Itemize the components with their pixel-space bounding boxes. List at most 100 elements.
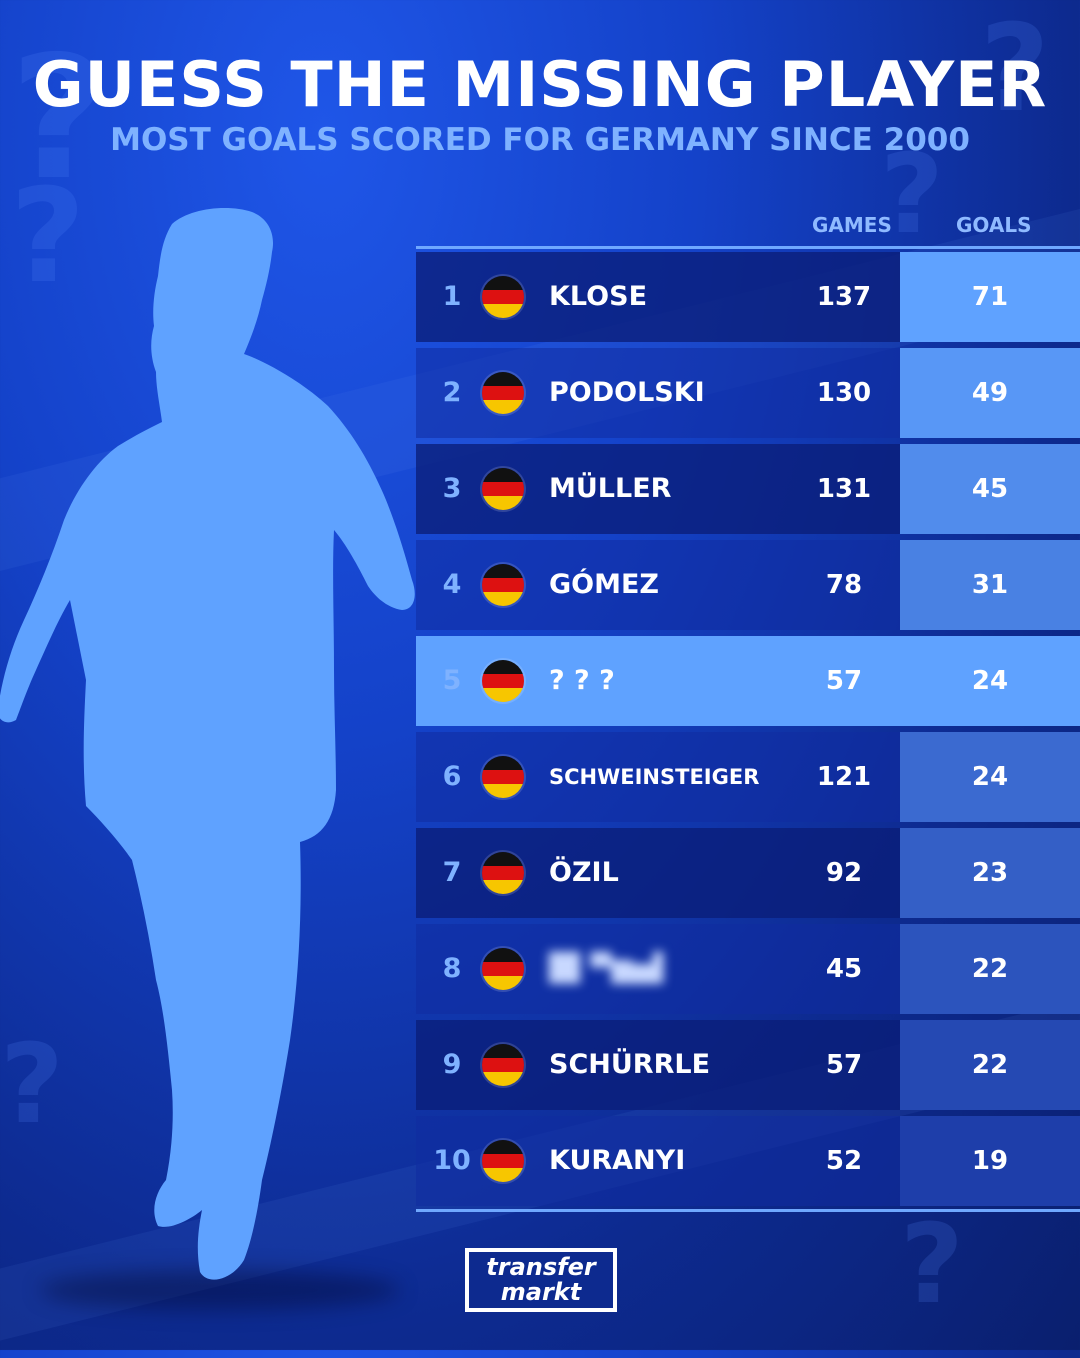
germany-flag-icon: [482, 276, 524, 318]
flag-stripe: [482, 564, 524, 579]
flag-stripe: [482, 1140, 524, 1155]
rank-number: 5: [442, 665, 462, 696]
logo-background: transfer markt: [469, 1252, 613, 1308]
table-bottom-divider: [416, 1209, 1080, 1212]
flag-stripe: [482, 496, 524, 510]
player-name: PODOLSKI: [549, 377, 705, 408]
question-mark-decoration: ?: [900, 1200, 964, 1328]
flag-stripe: [482, 976, 524, 990]
goals-cell-background: [900, 348, 1080, 438]
games-value: 131: [816, 474, 872, 504]
flag-stripe: [482, 1058, 524, 1072]
flag-stripe: [482, 1072, 524, 1086]
rank-number: 9: [442, 1049, 462, 1080]
flag-stripe: [482, 468, 524, 483]
goals-cell-background: [900, 828, 1080, 918]
germany-flag-icon: [482, 372, 524, 414]
flag-stripe: [482, 372, 524, 387]
question-mark-decoration: ?: [10, 160, 86, 312]
player-name: SCHWEINSTEIGER: [549, 765, 760, 789]
player-name: KLOSE: [549, 281, 648, 312]
table-row: 10 KURANYI 52 19: [416, 1116, 1080, 1206]
transfermarkt-logo: transfer markt: [465, 1248, 617, 1312]
games-value: 121: [816, 762, 872, 792]
games-value: 57: [825, 666, 863, 696]
table-body: 1 KLOSE 137 71 2 PODOLSKI 130 49 3 MÜLLER 131 45 4 GÓ…: [416, 252, 1080, 1206]
table-row: 6 SCHWEINSTEIGER 121 24: [416, 732, 1080, 822]
goals-value: 24: [971, 666, 1009, 696]
table-row: 1 KLOSE 137 71: [416, 252, 1080, 342]
blurred-text: █▌▀▆▅▌: [549, 953, 674, 984]
goals-cell-background: [900, 540, 1080, 630]
flag-stripe: [482, 400, 524, 414]
table-row: 7 ÖZIL 92 23: [416, 828, 1080, 918]
flag-stripe: [482, 866, 524, 880]
table-row: 2 PODOLSKI 130 49: [416, 348, 1080, 438]
goals-value: 22: [971, 954, 1009, 984]
flag-stripe: [482, 386, 524, 400]
question-mark-decoration: ?: [0, 1020, 64, 1148]
flag-stripe: [482, 592, 524, 606]
games-value: 92: [825, 858, 863, 888]
goals-value: 24: [971, 762, 1009, 792]
games-value: 137: [816, 282, 872, 312]
table-row: 8 █▌▀▆▅▌ 45 22: [416, 924, 1080, 1014]
goals-value: 45: [971, 474, 1009, 504]
table-top-divider: [416, 246, 1080, 249]
rank-number: 2: [442, 377, 462, 408]
games-value: 52: [825, 1146, 863, 1176]
germany-flag-icon: [482, 564, 524, 606]
flag-stripe: [482, 852, 524, 867]
flag-stripe: [482, 660, 524, 675]
flag-stripe: [482, 948, 524, 963]
rank-number: 7: [442, 857, 462, 888]
logo-text-line1: transfer: [486, 1253, 596, 1281]
goals-value: 19: [971, 1146, 1009, 1176]
goals-cell-background: [900, 444, 1080, 534]
flag-stripe: [482, 290, 524, 304]
page-title: GUESS THE MISSING PLAYER: [32, 48, 1048, 121]
germany-flag-icon: [482, 1140, 524, 1182]
goals-value: 49: [971, 378, 1009, 408]
logo-text-line2: markt: [500, 1278, 582, 1306]
flag-stripe: [482, 1168, 524, 1182]
flag-stripe: [482, 770, 524, 784]
flag-stripe: [482, 962, 524, 976]
page-subtitle: MOST GOALS SCORED FOR GERMANY SINCE 2000: [110, 122, 970, 158]
player-name: MÜLLER: [549, 473, 672, 504]
rank-number: 3: [442, 473, 462, 504]
germany-flag-icon: [482, 852, 524, 894]
flag-stripe: [482, 304, 524, 318]
rank-number: 8: [442, 953, 462, 984]
question-mark-decoration: ?: [880, 130, 944, 258]
player-name-blurred: █▌▀▆▅▌: [549, 924, 674, 1014]
goals-value: 23: [971, 858, 1009, 888]
flag-stripe: [482, 674, 524, 688]
germany-flag-icon: [482, 660, 524, 702]
rank-number: 1: [442, 281, 462, 312]
games-value: 45: [825, 954, 863, 984]
goals-cell-background: [900, 636, 1080, 726]
column-header-goals: GOALS: [956, 213, 1032, 237]
rank-number: 4: [442, 569, 462, 600]
rank-number: 6: [442, 761, 462, 792]
games-value: 130: [816, 378, 872, 408]
table-row: 5 ? ? ? 57 24: [416, 636, 1080, 726]
germany-flag-icon: [482, 1044, 524, 1086]
flag-stripe: [482, 784, 524, 798]
goals-cell-background: [900, 1116, 1080, 1206]
flag-stripe: [482, 482, 524, 496]
goals-cell-background: [900, 252, 1080, 342]
goals-value: 71: [971, 282, 1009, 312]
question-mark-decoration: ?: [980, 0, 1050, 139]
germany-flag-icon: [482, 948, 524, 990]
flag-stripe: [482, 756, 524, 771]
rank-number: 10: [433, 1145, 471, 1176]
games-value: 78: [825, 570, 863, 600]
flag-stripe: [482, 688, 524, 702]
flag-stripe: [482, 578, 524, 592]
flag-stripe: [482, 1154, 524, 1168]
table-row: 3 MÜLLER 131 45: [416, 444, 1080, 534]
germany-flag-icon: [482, 468, 524, 510]
flag-stripe: [482, 276, 524, 291]
